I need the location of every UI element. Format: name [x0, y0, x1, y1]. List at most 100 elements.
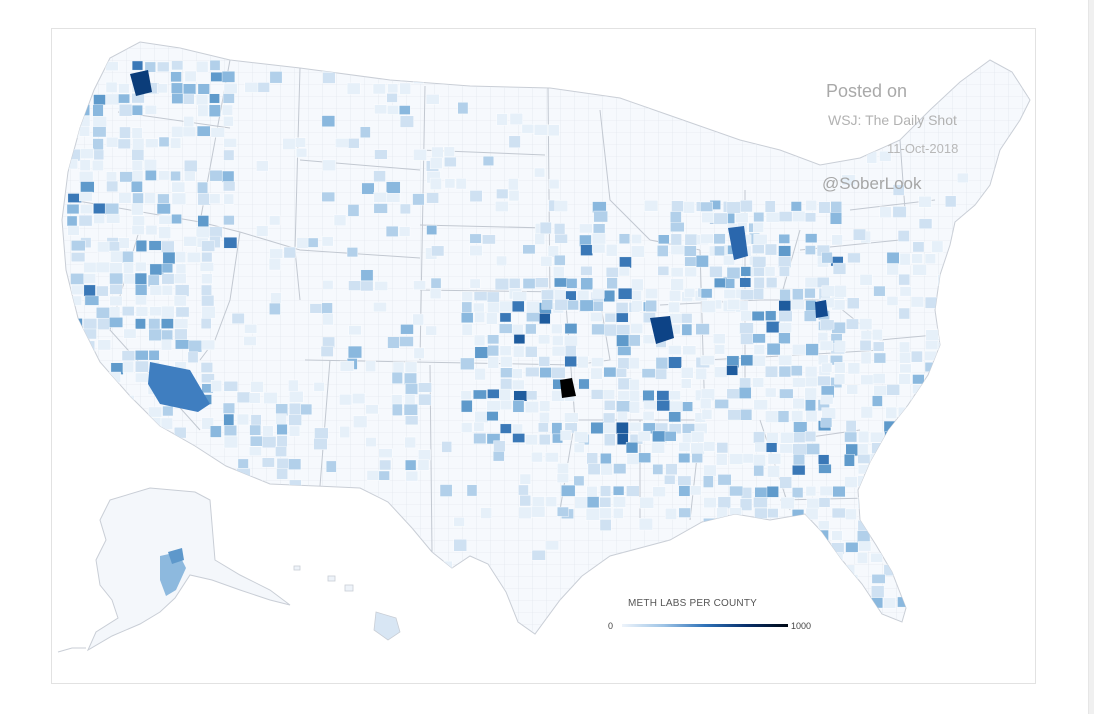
county-cell [886, 263, 899, 276]
county-cell [430, 277, 442, 290]
county-cell [834, 285, 847, 298]
county-cell [778, 211, 793, 222]
county-cell [110, 405, 123, 418]
county-cell [780, 496, 795, 510]
county-cell [457, 102, 469, 115]
county-cell [222, 170, 235, 183]
county-cell [805, 564, 817, 575]
county-cell [399, 336, 414, 347]
county-cell [499, 388, 511, 401]
county-cell [845, 574, 859, 585]
county-cell [263, 392, 278, 404]
county-cell [387, 105, 399, 115]
county-cell [727, 409, 742, 421]
county-cell [82, 426, 97, 440]
county-cell [600, 485, 612, 497]
county-cell [792, 465, 806, 476]
county-cell [80, 181, 95, 193]
county-cell [499, 345, 512, 356]
county-cell [171, 181, 186, 193]
county-cell [753, 431, 765, 444]
county-cell [883, 487, 896, 499]
county-cell [652, 486, 666, 497]
county-cell [631, 300, 643, 312]
county-cell [857, 597, 868, 610]
county-cell [161, 263, 173, 274]
county-cell [895, 465, 909, 476]
county-cell [244, 82, 259, 93]
county-cell [729, 485, 744, 497]
county-cell [122, 251, 134, 264]
county-cell [93, 213, 105, 224]
county-cell [630, 323, 644, 334]
county-cell [820, 417, 833, 428]
county-cell [511, 300, 525, 313]
county-cell [740, 200, 753, 213]
county-cell [766, 486, 779, 498]
county-cell [197, 193, 211, 206]
county-cell [66, 115, 80, 127]
county-cell [684, 245, 697, 257]
scrollbar[interactable] [1088, 0, 1094, 714]
county-cell [738, 387, 752, 399]
county-cell [829, 212, 842, 225]
county-cell [161, 273, 175, 285]
county-cell [275, 446, 287, 457]
county-cell [157, 61, 170, 72]
county-cell [714, 277, 726, 288]
county-cell [269, 215, 281, 226]
county-cell [321, 302, 333, 315]
county-cell [892, 184, 905, 196]
county-cell [779, 443, 794, 454]
county-cell [170, 170, 181, 182]
county-cell [591, 357, 604, 367]
county-cell [695, 368, 707, 380]
county-cell [70, 295, 82, 306]
county-cell [897, 486, 910, 499]
county-cell [670, 222, 685, 233]
county-cell [469, 233, 482, 244]
county-cell [276, 435, 288, 448]
county-cell [109, 371, 121, 383]
county-cell [551, 346, 566, 357]
county-cell [910, 296, 925, 308]
county-cell [67, 82, 79, 92]
county-cell [566, 278, 578, 289]
county-cell [792, 398, 805, 410]
county-cell [513, 334, 526, 345]
county-cell [174, 284, 190, 297]
county-cell [844, 454, 855, 467]
county-cell [473, 291, 488, 302]
county-cell [911, 350, 923, 363]
county-cell [556, 473, 569, 484]
county-cell [534, 167, 546, 178]
county-cell [778, 365, 792, 378]
county-cell [834, 362, 846, 374]
county-cell [348, 138, 360, 149]
county-cell [578, 378, 590, 390]
county-cell [545, 540, 559, 551]
county-cell [872, 341, 885, 352]
county-cell [119, 126, 131, 139]
county-cell [553, 266, 565, 279]
county-cell [918, 218, 933, 229]
county-cell [339, 394, 352, 406]
county-cell [616, 324, 631, 335]
county-cell [931, 240, 944, 253]
county-cell [346, 82, 361, 95]
county-cell [105, 81, 118, 93]
county-cell [637, 430, 651, 442]
county-cell [295, 137, 306, 148]
county-cell [695, 255, 709, 268]
county-cell [196, 61, 209, 73]
county-cell [221, 71, 236, 83]
county-cell [118, 237, 130, 249]
county-cell [573, 475, 585, 486]
county-cell [197, 215, 210, 228]
county-cell [158, 136, 170, 147]
county-cell [472, 389, 487, 400]
county-cell [780, 432, 795, 444]
county-cell [938, 307, 950, 318]
county-cell [714, 366, 728, 378]
county-cell [616, 422, 629, 435]
